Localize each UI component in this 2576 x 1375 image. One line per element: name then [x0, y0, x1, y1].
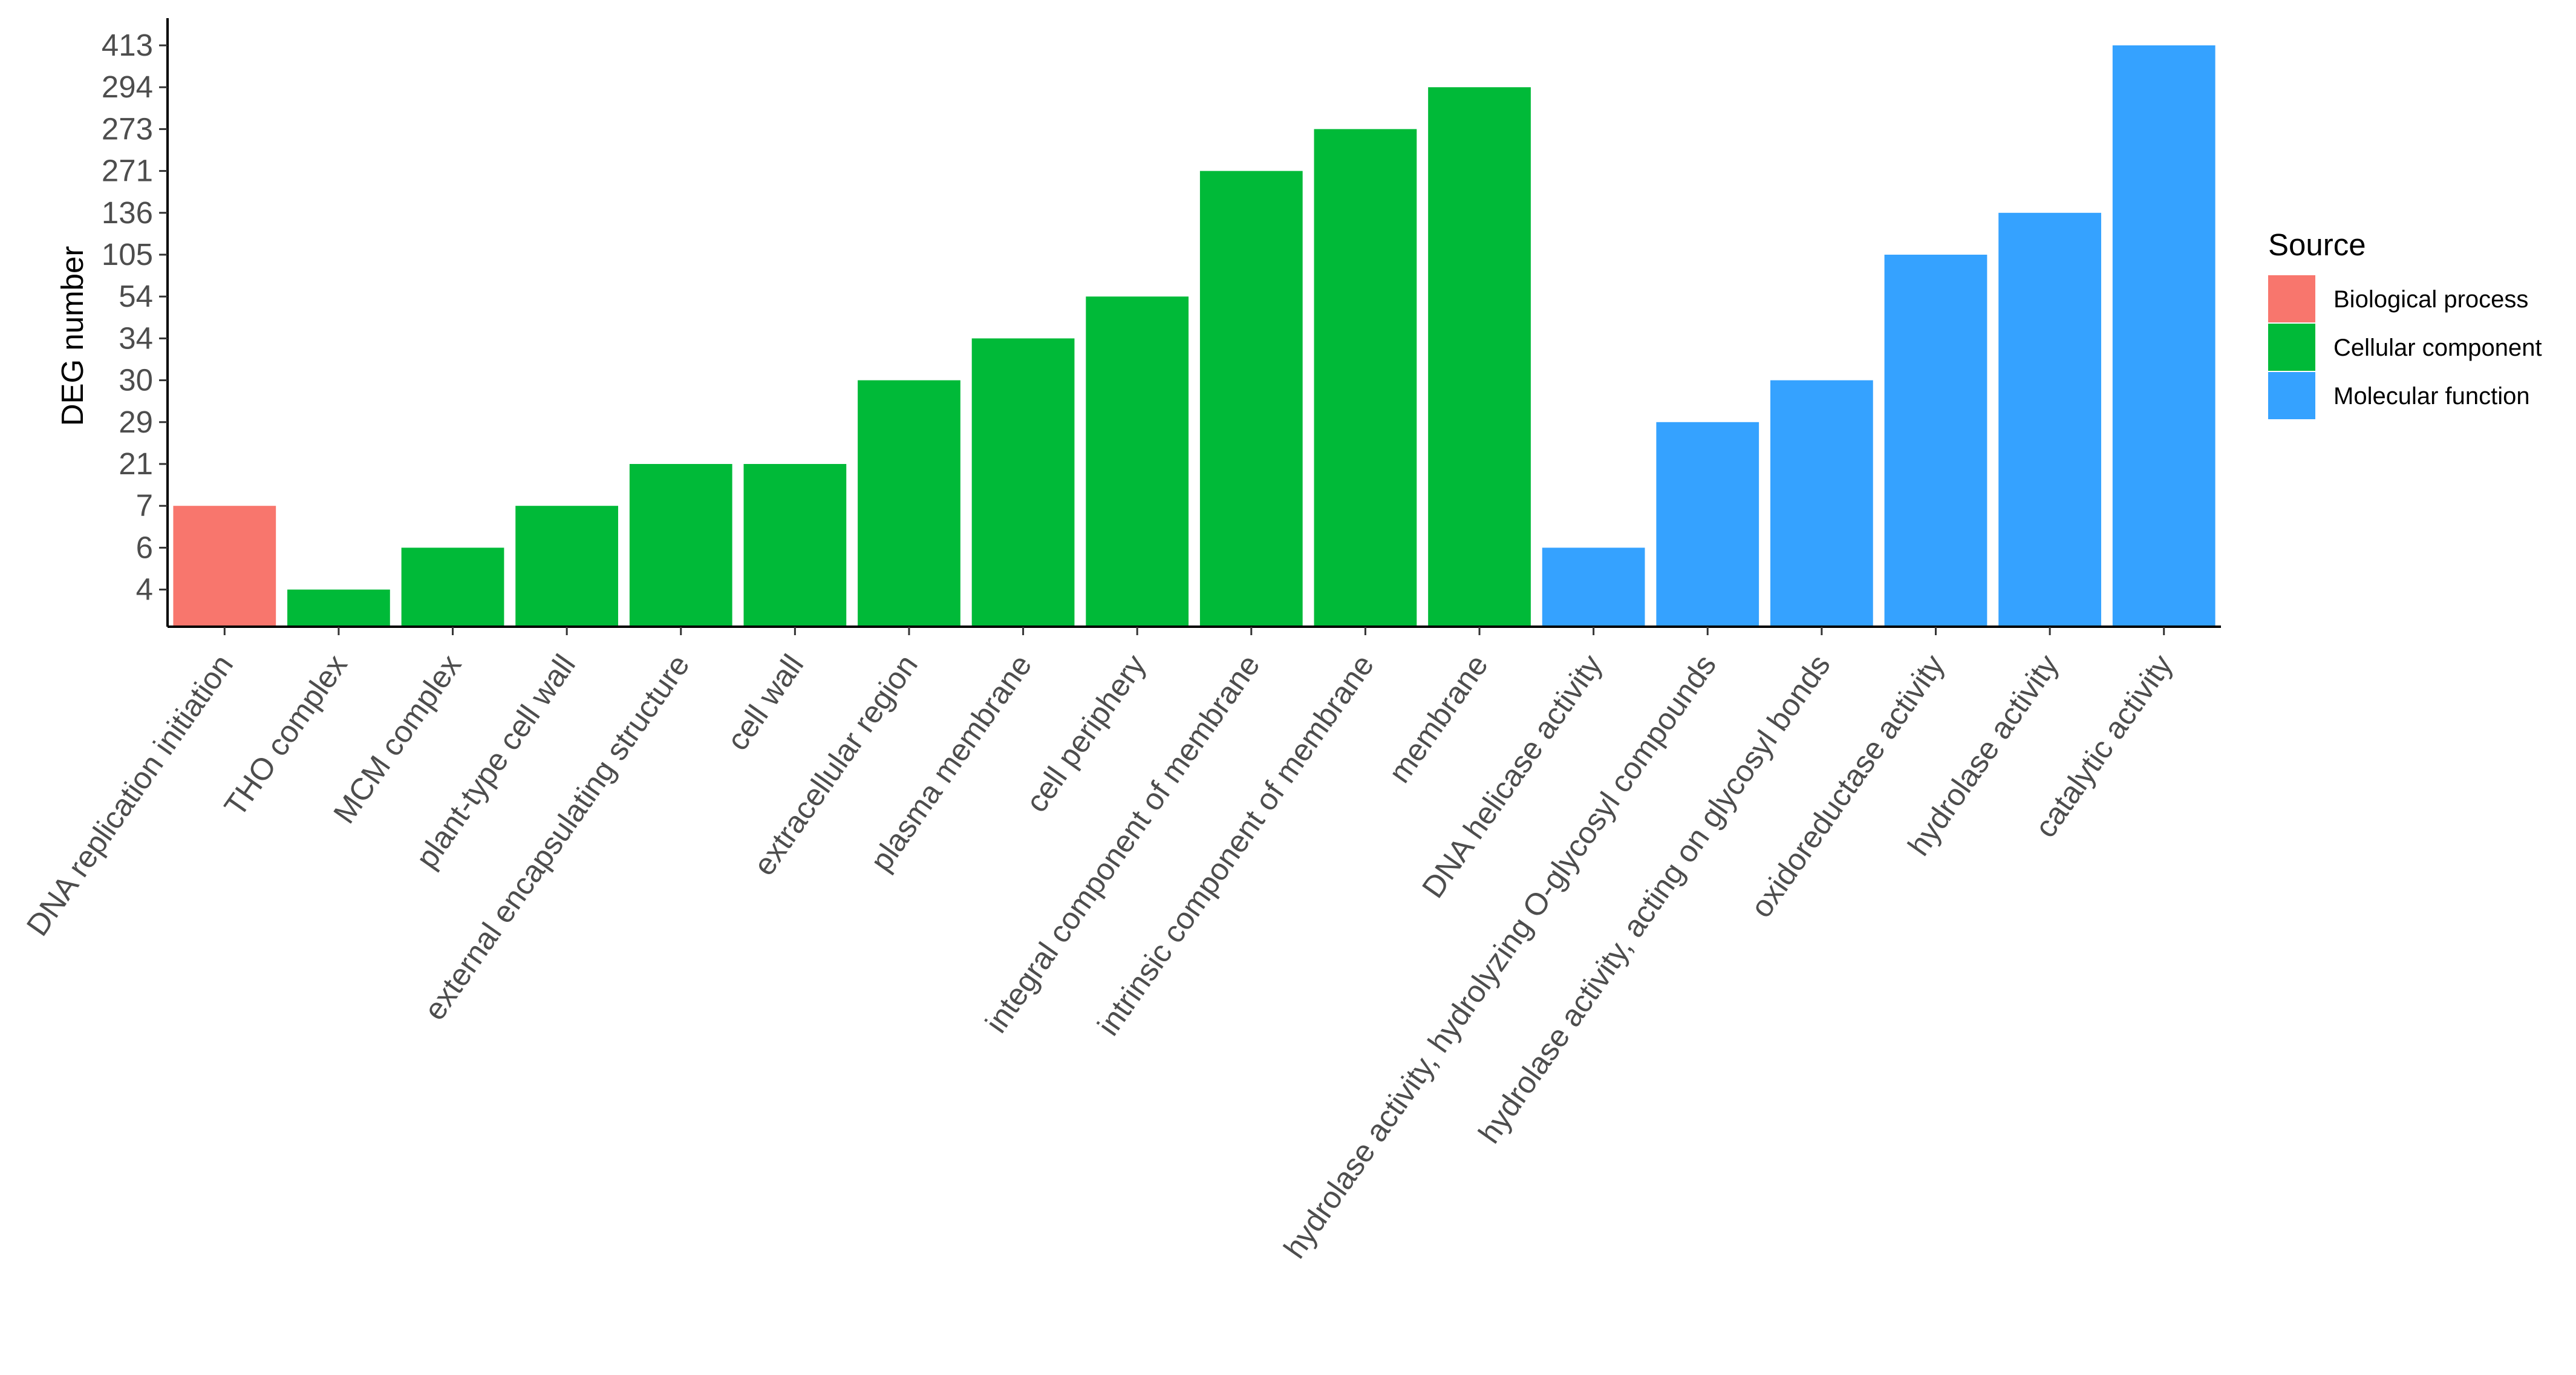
y-tick-label: 271 — [102, 154, 153, 188]
y-tick-label: 54 — [119, 279, 153, 313]
bar-external-encapsulating-structure — [629, 464, 732, 627]
bar-hydrolase-activity — [1998, 212, 2101, 627]
bar-dna-replication-initiation — [173, 506, 276, 627]
y-tick-label: 273 — [102, 111, 153, 146]
y-ticks: 4 6 7 21 29 30 34 54 105 136 271 273 294 413 — [102, 28, 168, 607]
bar-plasma-membrane — [971, 338, 1075, 627]
y-tick-label: 105 — [102, 237, 153, 272]
y-tick-label: 30 — [119, 363, 153, 397]
legend-label-molecular-function: Molecular function — [2333, 383, 2530, 410]
bar-cell-periphery — [1086, 296, 1189, 627]
bars-layer — [173, 45, 2216, 627]
y-tick-label: 29 — [119, 405, 153, 439]
x-tick-label: DNA replication initiation — [20, 648, 240, 942]
x-tick-label: hydrolase activity, hydrolyzing O-glycos… — [1277, 648, 1723, 1265]
x-tick-label: THO complex — [217, 648, 353, 823]
bar-tho-complex — [287, 589, 390, 627]
bar-extracellular-region — [858, 380, 960, 627]
axes-layer — [166, 18, 2221, 628]
y-tick-label: 7 — [136, 488, 153, 523]
bar-integral-component-of-membrane — [1199, 171, 1303, 627]
bar-intrinsic-component-of-membrane — [1314, 129, 1417, 627]
legend: Source Biological process Cellular compon… — [2268, 227, 2542, 419]
legend-key-molecular-function — [2268, 372, 2315, 419]
x-tick-label: membrane — [1382, 648, 1495, 789]
x-tick-label: cell periphery — [1019, 648, 1153, 818]
bar-hydrolase-activity-hydrolyzing-o-glycosyl-compounds — [1656, 422, 1759, 627]
y-tick-label: 34 — [119, 321, 153, 355]
legend-key-biological-process — [2268, 275, 2315, 322]
y-tick-label: 6 — [136, 530, 153, 564]
legend-label-biological-process: Biological process — [2333, 286, 2528, 313]
bar-catalytic-activity — [2112, 45, 2216, 627]
bar-hydrolase-activity-acting-on-glycosyl-bonds — [1770, 380, 1873, 627]
bar-dna-helicase-activity — [1542, 547, 1645, 627]
y-tick-label: 294 — [102, 70, 153, 104]
bar-mcm-complex — [401, 547, 504, 627]
x-tick-label: oxidoreductase activity — [1744, 648, 1951, 924]
bar-cell-wall — [743, 464, 847, 627]
legend-label-cellular-component: Cellular component — [2333, 335, 2542, 361]
y-tick-label: 136 — [102, 195, 153, 230]
y-tick-label: 4 — [136, 572, 153, 607]
y-tick-label: 21 — [119, 446, 153, 481]
y-tick-label: 413 — [102, 28, 153, 62]
legend-title: Source — [2268, 227, 2366, 262]
legend-key-cellular-component — [2268, 324, 2315, 371]
x-tick-label: cell wall — [720, 648, 810, 757]
bar-membrane — [1428, 87, 1531, 627]
bar-oxidoreductase-activity — [1884, 255, 1987, 627]
bar-plant-type-cell-wall — [515, 506, 619, 627]
y-axis-title: DEG number — [55, 246, 90, 426]
